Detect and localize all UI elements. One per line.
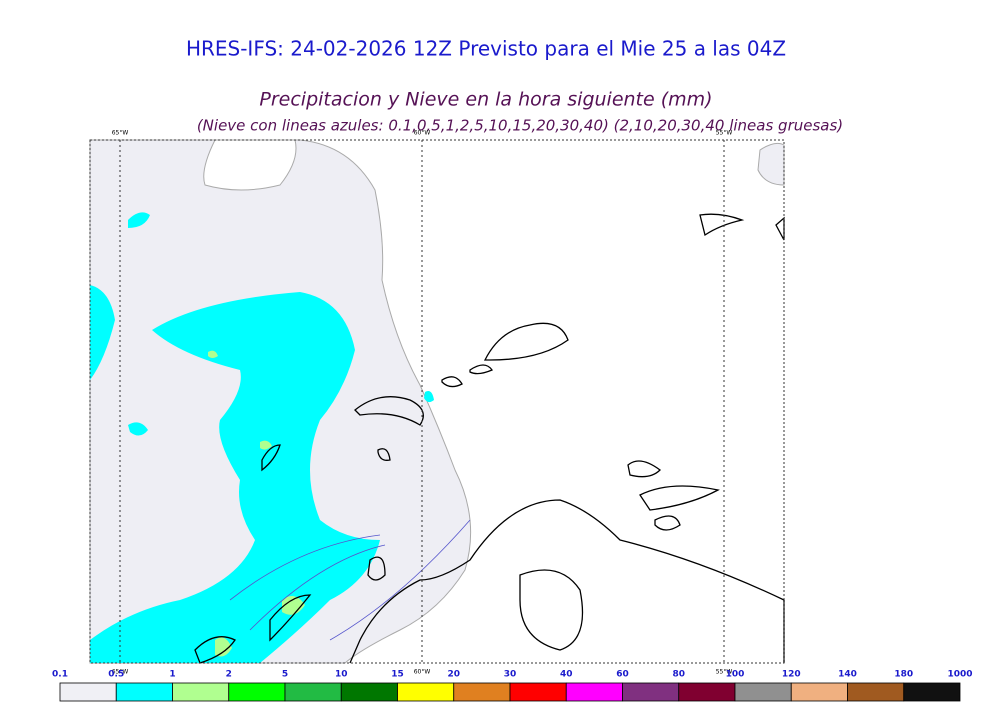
legend-label: 20 — [447, 670, 460, 680]
dry-area — [203, 139, 297, 191]
legend-swatch — [397, 682, 455, 702]
meridian — [119, 140, 725, 663]
legend-label: 15 — [391, 670, 404, 680]
legend-label: 10 — [335, 670, 348, 680]
map: 65°W 60°W 55°W 65°W 60°W 55°W — [89, 130, 785, 676]
legend-swatch — [847, 682, 905, 702]
legend-swatch — [453, 682, 511, 702]
coastline — [194, 213, 785, 664]
precip-cyan — [90, 292, 380, 663]
legend-label: 5 — [282, 670, 288, 680]
legend-swatch — [622, 682, 680, 702]
legend-swatch — [509, 682, 567, 702]
legend-label: 2 — [226, 670, 232, 680]
legend-label: 180 — [894, 670, 913, 680]
legend-swatch — [790, 682, 848, 702]
legend-swatch — [734, 682, 792, 702]
legend-label: 0.1 — [52, 670, 68, 680]
legend-label: 60 — [616, 670, 629, 680]
legend-label: 1000 — [947, 670, 972, 680]
legend-swatch — [678, 682, 736, 702]
legend: 0.1 0.5 1 2 5 10 15 20 30 40 60 80 100 120 140 180 1000 — [52, 670, 973, 702]
legend-label: 100 — [726, 670, 745, 680]
legend-swatch — [172, 682, 230, 702]
legend-label: 40 — [560, 670, 573, 680]
legend-swatch — [59, 682, 117, 702]
legend-label: 0.5 — [108, 670, 124, 680]
lon-label: 60°W — [414, 669, 431, 676]
legend-swatch — [115, 682, 173, 702]
map-frame — [89, 139, 785, 664]
lon-label: 65°W — [112, 669, 129, 676]
subtitle: Precipitacion y Nieve en la hora siguien… — [259, 89, 712, 111]
legend-swatch — [903, 682, 961, 702]
lon-label: 60°W — [414, 130, 431, 137]
lon-label: 55°W — [716, 130, 733, 137]
snow-contour — [229, 519, 471, 641]
note: (Nieve con lineas azules: 0.1,0.5,1,2,5,… — [197, 117, 843, 135]
legend-swatch — [565, 682, 623, 702]
legend-swatch — [228, 682, 286, 702]
lon-label: 65°W — [112, 130, 129, 137]
legend-label: 1 — [169, 670, 175, 680]
legend-label: 140 — [838, 670, 857, 680]
legend-swatch — [284, 682, 342, 702]
legend-swatch — [340, 682, 398, 702]
legend-label: 120 — [782, 670, 801, 680]
title: HRES-IFS: 24-02-2026 12Z Previsto para e… — [186, 37, 786, 61]
legend-label: 30 — [504, 670, 517, 680]
precip-cyan — [90, 285, 115, 380]
lon-label: 55°W — [716, 669, 733, 676]
precip-light — [757, 142, 785, 186]
legend-label: 80 — [672, 670, 685, 680]
